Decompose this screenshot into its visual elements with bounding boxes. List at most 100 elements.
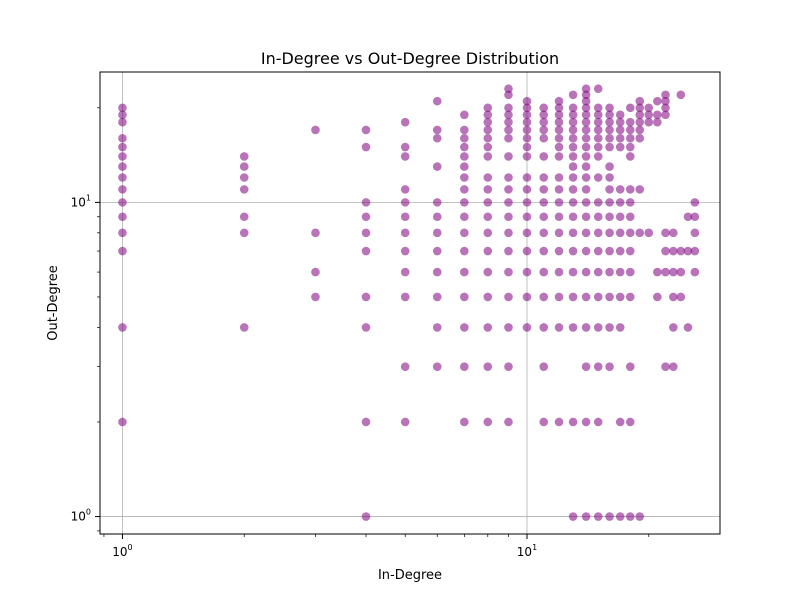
scatter-point bbox=[522, 267, 532, 277]
scatter-point bbox=[460, 198, 469, 207]
scatter-point bbox=[554, 228, 564, 238]
scatter-point bbox=[361, 212, 371, 222]
scatter-point bbox=[653, 110, 662, 120]
scatter-point bbox=[593, 173, 603, 182]
scatter-point bbox=[676, 90, 686, 100]
scatter-point bbox=[615, 246, 625, 256]
scatter-point bbox=[504, 103, 513, 113]
scatter-point bbox=[239, 185, 249, 194]
y-axis-label: Out-Degree bbox=[46, 265, 61, 341]
scatter-point bbox=[605, 110, 614, 120]
scatter-point bbox=[311, 292, 320, 302]
scatter-point bbox=[635, 185, 645, 194]
scatter-point bbox=[690, 212, 700, 222]
scatter-point bbox=[644, 110, 654, 120]
scatter-point bbox=[539, 246, 549, 256]
scatter-point bbox=[625, 228, 635, 238]
scatter-point bbox=[653, 267, 662, 277]
scatter-point bbox=[504, 198, 513, 207]
scatter-point bbox=[432, 362, 442, 371]
scatter-point bbox=[522, 246, 532, 256]
x-axis-label: In-Degree bbox=[378, 568, 442, 583]
scatter-point bbox=[118, 103, 127, 113]
scatter-point bbox=[460, 173, 469, 182]
data-points bbox=[118, 84, 700, 521]
scatter-point bbox=[460, 246, 469, 256]
scatter-point bbox=[539, 185, 549, 194]
scatter-point bbox=[118, 198, 127, 207]
scatter-point bbox=[522, 173, 532, 182]
scatter-point bbox=[605, 173, 614, 182]
scatter-point bbox=[615, 212, 625, 222]
scatter-point bbox=[568, 323, 578, 332]
scatter-point bbox=[311, 267, 320, 277]
scatter-point bbox=[593, 84, 603, 94]
scatter-point bbox=[311, 125, 320, 135]
scatter-point bbox=[568, 133, 578, 143]
scatter-point bbox=[118, 173, 127, 182]
scatter-point bbox=[483, 103, 493, 113]
scatter-point bbox=[615, 133, 625, 143]
scatter-point bbox=[625, 512, 635, 521]
scatter-point bbox=[400, 362, 410, 371]
scatter-point bbox=[361, 323, 371, 332]
scatter-point bbox=[504, 185, 513, 194]
scatter-point bbox=[568, 246, 578, 256]
scatter-point bbox=[593, 362, 603, 371]
scatter-point bbox=[504, 228, 513, 238]
scatter-point bbox=[644, 117, 654, 127]
scatter-point bbox=[483, 362, 493, 371]
scatter-point bbox=[605, 162, 614, 171]
scatter-point bbox=[361, 198, 371, 207]
scatter-point bbox=[118, 246, 127, 256]
scatter-point bbox=[690, 267, 700, 277]
scatter-point bbox=[605, 512, 614, 521]
scatter-point bbox=[625, 292, 635, 302]
scatter-point bbox=[615, 110, 625, 120]
scatter-point bbox=[539, 362, 549, 371]
scatter-point bbox=[504, 133, 513, 143]
scatter-point bbox=[311, 228, 320, 238]
scatter-point bbox=[653, 96, 662, 106]
scatter-point bbox=[605, 133, 614, 143]
scatter-point bbox=[504, 417, 513, 427]
scatter-point bbox=[522, 228, 532, 238]
scatter-point bbox=[581, 162, 591, 171]
scatter-point bbox=[593, 117, 603, 127]
scatter-point bbox=[118, 133, 127, 143]
scatter-point bbox=[635, 228, 645, 238]
scatter-point bbox=[568, 198, 578, 207]
scatter-point bbox=[239, 152, 249, 161]
scatter-point bbox=[118, 110, 127, 120]
scatter-point bbox=[690, 198, 700, 207]
scatter-point bbox=[522, 185, 532, 194]
scatter-point bbox=[581, 323, 591, 332]
scatter-point bbox=[118, 152, 127, 161]
scatter-point bbox=[239, 228, 249, 238]
scatter-point bbox=[400, 198, 410, 207]
scatter-point bbox=[554, 173, 564, 182]
scatter-point bbox=[460, 228, 469, 238]
scatter-point bbox=[554, 292, 564, 302]
scatter-point bbox=[605, 292, 614, 302]
scatter-point bbox=[581, 173, 591, 182]
scatter-point bbox=[661, 228, 670, 238]
scatter-point bbox=[625, 117, 635, 127]
scatter-point bbox=[568, 117, 578, 127]
scatter-point bbox=[539, 125, 549, 135]
scatter-point bbox=[676, 267, 686, 277]
scatter-point bbox=[539, 133, 549, 143]
scatter-point bbox=[483, 142, 493, 152]
scatter-point bbox=[669, 362, 678, 371]
scatter-point bbox=[581, 152, 591, 161]
scatter-point bbox=[504, 323, 513, 332]
scatter-point bbox=[239, 162, 249, 171]
scatter-point bbox=[483, 212, 493, 222]
scatter-point bbox=[644, 228, 654, 238]
scatter-point bbox=[539, 267, 549, 277]
scatter-point bbox=[522, 152, 532, 161]
scatter-point bbox=[539, 292, 549, 302]
scatter-point bbox=[460, 362, 469, 371]
scatter-point bbox=[522, 125, 532, 135]
scatter-point bbox=[593, 323, 603, 332]
